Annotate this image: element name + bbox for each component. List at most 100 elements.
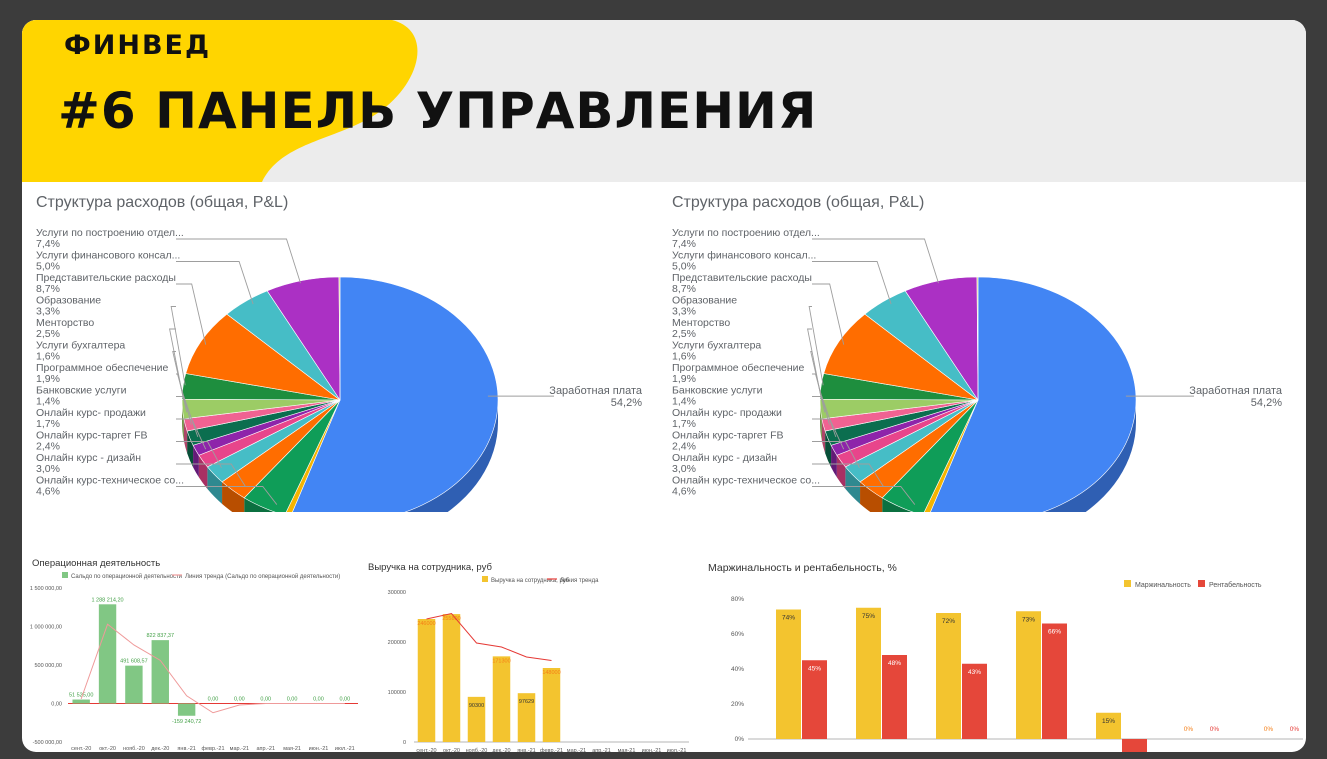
- x-tick-label: сент.-20: [416, 748, 436, 752]
- leader-line: [176, 463, 246, 487]
- bar-value-label: 90300: [469, 703, 484, 709]
- x-tick-label: дек.-20: [151, 746, 169, 752]
- dashboard-card: ФИНВЕД #6 ПАНЕЛЬ УПРАВЛЕНИЯ Структура ра…: [22, 20, 1306, 752]
- legend-pct: 5,0%: [672, 261, 696, 273]
- legend-label: Онлайн курс- продажи: [36, 407, 146, 419]
- main-slice-pct: 54,2%: [1251, 397, 1282, 409]
- x-tick-label: апр.-21: [256, 746, 275, 752]
- pie-slice: [292, 276, 499, 512]
- legend-pct: 2,5%: [36, 328, 60, 340]
- bar-value-label: 0%: [1210, 726, 1220, 733]
- leader-line: [812, 373, 830, 425]
- leader-line: [176, 486, 278, 505]
- bar-value-label: 0,00: [339, 697, 350, 703]
- legend-pct: 3,3%: [36, 306, 60, 318]
- legend-label: Банковские услуги: [672, 385, 763, 397]
- bar-value-label: 48%: [888, 660, 901, 667]
- legend-pct: 1,7%: [672, 418, 696, 430]
- bar-value-label: 171300: [492, 658, 510, 664]
- legend-pct: 1,6%: [36, 351, 60, 363]
- legend-label: Услуги бухгалтера: [672, 340, 761, 352]
- pie-chart-left: Структура расходов (общая, P&L) Заработна…: [36, 194, 643, 512]
- leader-line: [812, 238, 939, 284]
- legend-label: Менторство: [672, 317, 730, 329]
- leader-line: [176, 238, 301, 284]
- leader-line: [812, 418, 845, 450]
- pie-slice-side: [845, 466, 861, 504]
- bar-value-label: 0,00: [208, 697, 219, 703]
- bar: [856, 607, 881, 739]
- legend-pct: 1,7%: [36, 418, 60, 430]
- y-tick-label: 20%: [731, 701, 744, 708]
- x-tick-label: мар.-21: [230, 746, 249, 752]
- revenue-chart: Выручка на сотрудника, руб Выручка на сот…: [368, 562, 689, 752]
- leader-line: [176, 373, 192, 425]
- header-yellow-shape: [22, 20, 418, 182]
- bar-value-label: 822 837,37: [147, 633, 175, 639]
- bar-value-label: 97629: [519, 699, 534, 705]
- y-tick-label: 200000: [388, 640, 406, 646]
- legend-pct: 7,4%: [672, 238, 696, 250]
- legend-label: Услуги бухгалтера: [36, 340, 125, 352]
- bar-value-label: 491 608,57: [120, 659, 148, 665]
- margin-chart: Маржинальность и рентабельность, % Маржин…: [708, 562, 1303, 752]
- legend-label: Онлайн курс - дизайн: [36, 452, 141, 464]
- chart-title: Операционная деятельность: [32, 558, 160, 569]
- leader-line: [176, 441, 222, 468]
- pie-slice: [823, 313, 979, 401]
- bar: [1042, 623, 1067, 739]
- pie-slice-side: [187, 431, 194, 468]
- bar-value-label: 1 288 214,20: [91, 597, 123, 603]
- bar-value-label: 74%: [782, 615, 795, 622]
- x-tick-label: июн.-21: [642, 748, 662, 752]
- y-tick-label: 0,00: [51, 702, 62, 708]
- legend-label: Банковские услуги: [36, 385, 127, 397]
- legend-label: Программное обеспечение: [36, 362, 169, 374]
- pie-slice-side: [183, 418, 188, 454]
- bar-value-label: 75%: [862, 613, 875, 620]
- legend-swatch: [62, 572, 68, 578]
- bar-value-label: 0,00: [313, 697, 324, 703]
- bar: [776, 609, 801, 739]
- x-tick-label: мая-21: [283, 746, 301, 752]
- y-tick-label: -500 000,00: [33, 740, 62, 746]
- leader-line: [176, 418, 207, 450]
- y-tick-label: 0: [403, 740, 406, 746]
- x-tick-label: янв.-21: [177, 746, 195, 752]
- bar: [177, 703, 196, 716]
- bar-value-label: 43%: [968, 669, 981, 676]
- bar-value-label: 0,00: [287, 697, 298, 703]
- pie-slice-side: [821, 418, 826, 454]
- y-tick-label: 100000: [388, 690, 406, 696]
- legend-label: Онлайн курс-таргет FB: [672, 430, 784, 442]
- leader-line: [812, 441, 860, 468]
- legend-label: Онлайн курс- продажи: [672, 407, 782, 419]
- bar: [802, 660, 827, 739]
- bar-value-label: 73%: [1022, 616, 1035, 623]
- bar: [936, 613, 961, 739]
- bar: [417, 619, 436, 742]
- bar-value-label: 72%: [942, 618, 955, 625]
- legend-label: Линия тренда: [560, 578, 599, 584]
- legend-label: Онлайн курс - дизайн: [672, 452, 777, 464]
- y-tick-label: 1 000 000,00: [30, 625, 62, 631]
- brand-name: ФИНВЕД: [64, 30, 212, 61]
- leader-line: [812, 283, 845, 345]
- bar: [72, 699, 90, 704]
- x-tick-label: нояб.-20: [466, 748, 488, 752]
- pie-slice: [185, 313, 341, 401]
- y-tick-label: 0%: [735, 736, 745, 743]
- bar: [542, 668, 561, 742]
- ops-chart: Операционная деятельность Сальдо по опера…: [30, 558, 358, 752]
- bar: [962, 663, 987, 739]
- y-tick-label: 300000: [388, 590, 406, 596]
- legend-pct: 4,6%: [672, 486, 696, 498]
- legend-label: Образование: [36, 295, 101, 307]
- bar: [125, 665, 143, 704]
- bar: [1016, 611, 1041, 739]
- legend-pct: 4,6%: [36, 486, 60, 498]
- x-tick-label: окт.-20: [99, 746, 116, 752]
- legend-pct: 1,9%: [672, 373, 696, 385]
- leader-line: [812, 486, 916, 505]
- chart-title: Выручка на сотрудника, руб: [368, 562, 492, 573]
